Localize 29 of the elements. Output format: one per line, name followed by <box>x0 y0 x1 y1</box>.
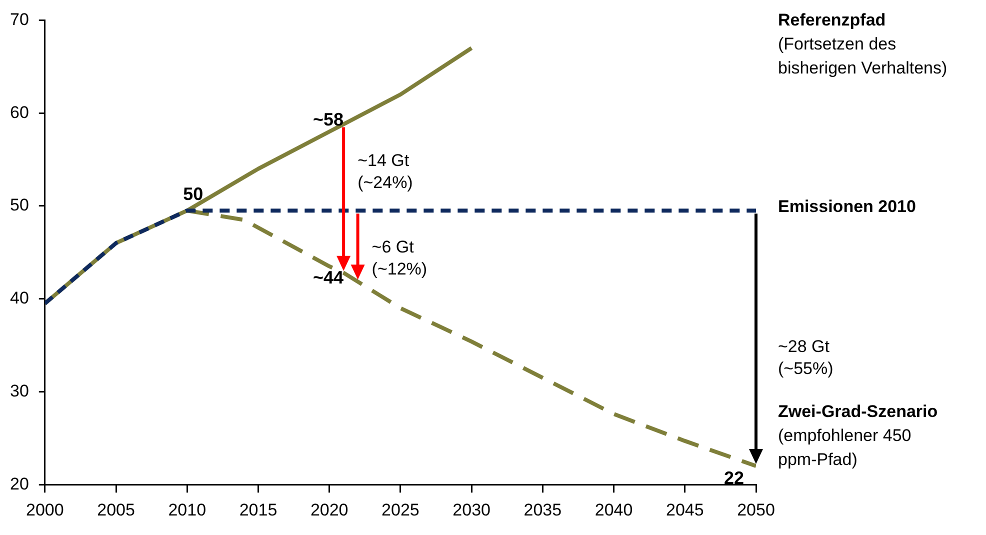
annotation: ~14 Gt (~24%) <box>358 150 413 192</box>
annotation: 50 <box>183 184 204 204</box>
text: Referenzpfad <box>778 10 886 30</box>
text: (empfohlener 450 ppm-Pfad) <box>778 426 912 470</box>
x-tick-label: 2040 <box>594 500 633 520</box>
x-tick-label: 2050 <box>737 500 775 520</box>
annotation: ~44 <box>313 268 344 288</box>
annotation: 22 <box>724 468 744 488</box>
x-tick-label: 2015 <box>239 500 278 520</box>
y-tick-label: 30 <box>10 381 29 400</box>
x-tick-label: 2010 <box>168 500 206 520</box>
series-label: Emissionen 2010 <box>778 196 916 216</box>
annotation: ~6 Gt (~12%) <box>372 237 428 278</box>
text: (Fortsetzen des bisherigen Verhaltens) <box>778 34 948 78</box>
annotation: ~58 <box>313 110 344 130</box>
text: ~28 Gt (~55%) <box>778 337 834 378</box>
y-tick-label: 70 <box>10 10 29 29</box>
y-tick-label: 50 <box>10 196 29 215</box>
x-tick-label: 2045 <box>666 500 704 520</box>
x-tick-label: 2025 <box>382 500 420 520</box>
y-tick-label: 20 <box>10 474 29 494</box>
y-tick-label: 60 <box>10 102 29 122</box>
x-tick-label: 2035 <box>524 500 562 520</box>
x-tick-label: 2005 <box>97 500 135 520</box>
x-tick-label: 2030 <box>452 500 490 520</box>
y-tick-label: 40 <box>10 288 29 308</box>
text: Zwei-Grad-Szenario <box>778 402 938 422</box>
x-tick-label: 2020 <box>310 500 348 520</box>
x-tick-label: 2000 <box>26 500 64 520</box>
